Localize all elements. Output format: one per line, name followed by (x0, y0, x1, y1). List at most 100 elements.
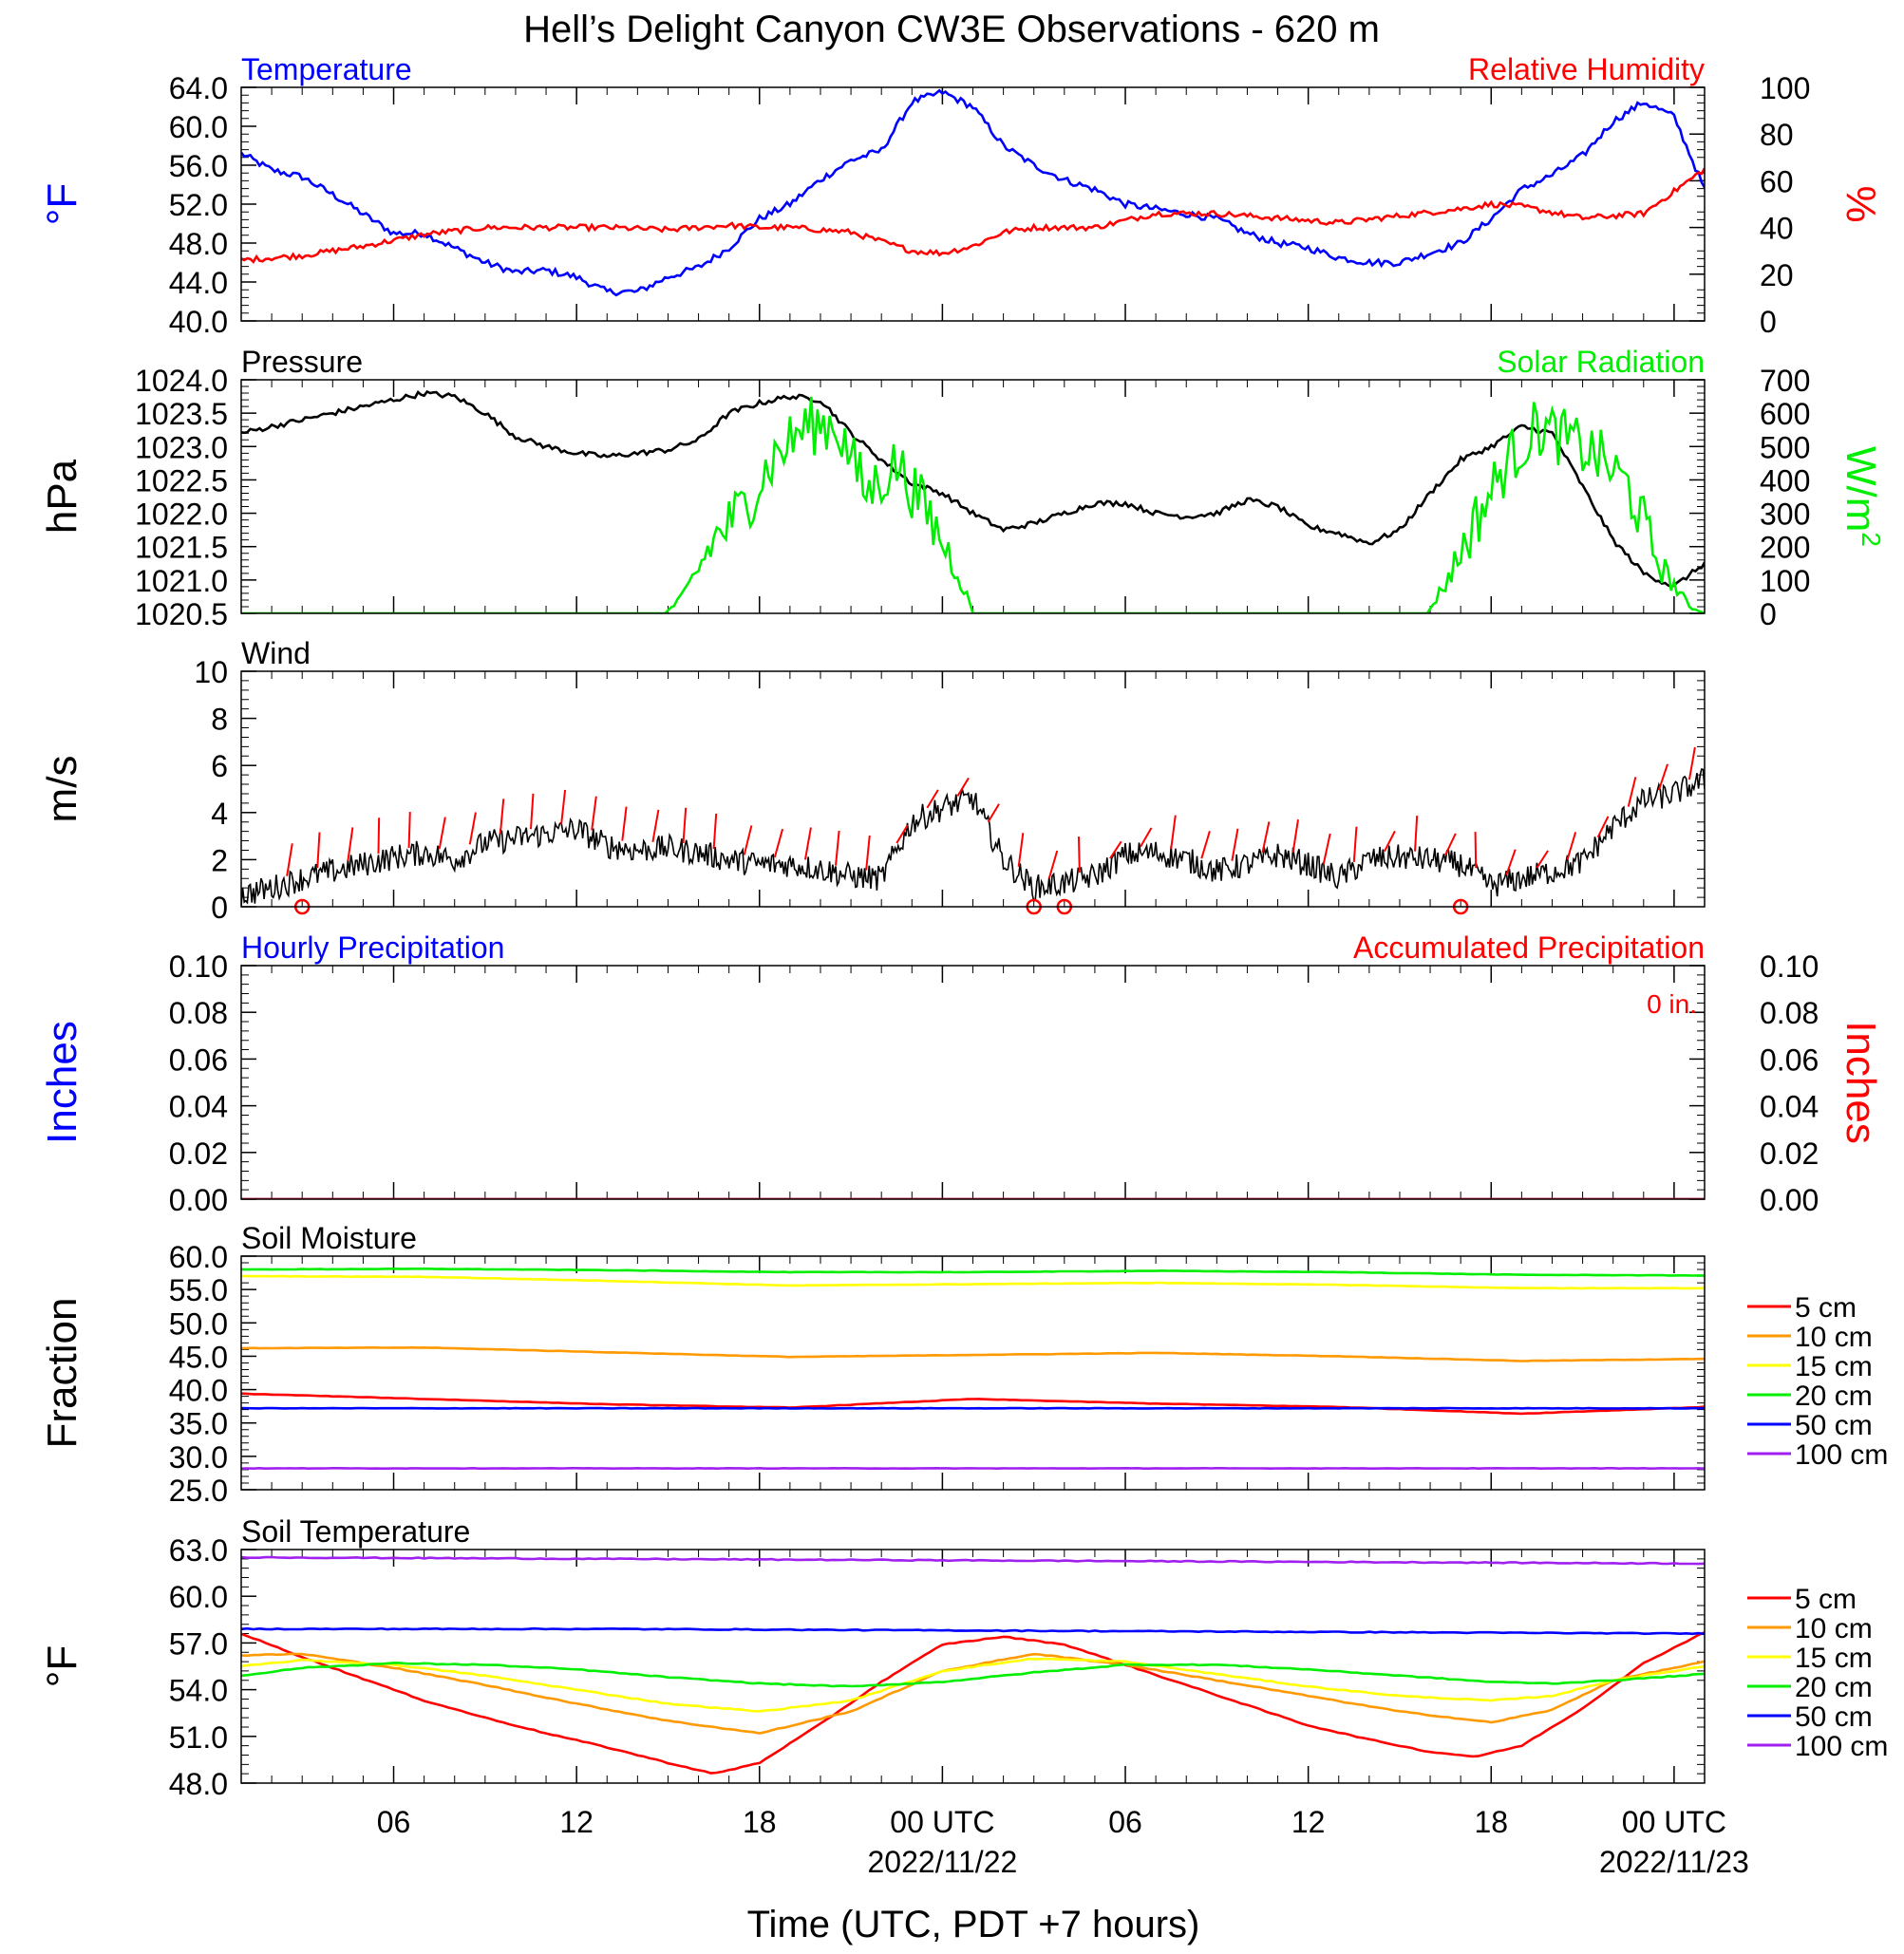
panel-title-left: Wind (241, 636, 311, 670)
y-tick-label-left: 60.0 (169, 1580, 228, 1614)
wind-direction-stick (1109, 840, 1122, 859)
wind-direction-stick (316, 832, 321, 869)
y-tick-label-right: 0 (1760, 305, 1777, 339)
wind-direction-stick (1536, 850, 1549, 869)
y-tick-label-left: 0.06 (169, 1043, 228, 1077)
y-tick-label-right: 60 (1760, 164, 1794, 198)
panel-title-left: Hourly Precipitation (241, 930, 504, 965)
y-tick-label-right: 500 (1760, 430, 1810, 464)
accumulation-annotation: 0 in. (1647, 989, 1697, 1019)
y-tick-label-left: 1021.5 (135, 531, 228, 565)
x-tick-date-label: 2022/11/23 (1599, 1845, 1749, 1879)
wind-direction-stick (1231, 828, 1239, 861)
series-line-50cm (241, 1626, 1705, 1636)
y-axis-label-right: W/m2 (1838, 446, 1886, 547)
x-axis-title: Time (UTC, PDT +7 hours) (747, 1904, 1200, 1945)
y-tick-label-left: 48.0 (169, 1767, 228, 1801)
wind-direction-stick (1505, 849, 1517, 875)
y-tick-label-right: 0.10 (1760, 949, 1819, 984)
wind-direction-stick (895, 824, 909, 844)
wind-direction-stick (1140, 827, 1153, 848)
wind-direction-stick (743, 825, 753, 855)
panel-frame (240, 86, 1706, 322)
y-tick-label-left: 0.08 (169, 996, 228, 1030)
series-group (241, 1267, 1705, 1471)
series-line-5cm (241, 1392, 1705, 1416)
y-tick-label-left: 50.0 (169, 1306, 228, 1341)
series-line-1 (241, 167, 1705, 264)
wind-direction-stick (712, 813, 718, 850)
y-tick-label-left: 0 (211, 891, 228, 925)
y-tick-label-left: 1021.0 (135, 564, 228, 598)
series-line-10cm (241, 1345, 1705, 1362)
y-tick-label-right: 200 (1760, 531, 1810, 565)
series-line-20cm (241, 1267, 1705, 1277)
y-tick-label-right: 400 (1760, 463, 1810, 498)
wind-direction-stick (773, 828, 784, 858)
minor-tick (240, 1256, 1706, 1490)
wind-direction-stick (987, 803, 1000, 823)
panel-title-left: Soil Moisture (241, 1221, 417, 1255)
series-line-0 (241, 88, 1705, 297)
y-tick-label-right: 40 (1760, 212, 1794, 246)
x-tick-label: 18 (743, 1805, 777, 1839)
series-line-10cm (241, 1652, 1705, 1735)
y-tick-label-left: 0.02 (169, 1137, 228, 1171)
y-tick-label-right: 0.04 (1760, 1090, 1819, 1124)
legend-label: 10 cm (1795, 1322, 1873, 1353)
y-tick-label-left: 52.0 (169, 188, 228, 222)
wind-direction-stick (1657, 763, 1668, 791)
series-line-15cm (241, 1274, 1705, 1290)
y-tick-label-left: 4 (211, 797, 228, 831)
x-tick-label: 18 (1474, 1805, 1508, 1839)
panel-pressure_solar: 1020.51021.01021.51022.01022.51023.01023… (39, 345, 1886, 631)
y-tick-label-right: 100 (1760, 564, 1810, 598)
wind-direction-stick (1291, 819, 1299, 854)
x-tick-label: 12 (1291, 1805, 1326, 1839)
panel-frame (240, 1549, 1706, 1784)
y-tick-label-left: 1023.5 (135, 397, 228, 431)
series-line-1 (241, 396, 1705, 613)
y-tick-label-left: 25.0 (169, 1474, 228, 1508)
y-tick-label-left: 56.0 (169, 149, 228, 183)
y-tick-label-right: 0.00 (1760, 1183, 1819, 1217)
wind-direction-stick (377, 817, 381, 855)
minor-tick (240, 380, 1706, 613)
panel-temperature_rh: 40.0 44.0 48.0 52.0 56.0 60.0 64.0 0 20 40 60 80 100… (39, 52, 1884, 339)
y-tick-label-right: 0.08 (1760, 996, 1819, 1030)
y-tick-label-left: 54.0 (169, 1674, 228, 1708)
wind-direction-stick (1444, 833, 1457, 855)
panels: 40.044.048.052.056.060.064.0020406080100… (39, 52, 1888, 1801)
wind-direction-stick (1384, 830, 1396, 853)
wind-direction-stick (956, 777, 970, 797)
y-tick-label-left: 1024.0 (135, 364, 228, 398)
panel-frame (240, 670, 1706, 908)
wind-direction-stick (1200, 830, 1211, 859)
minor-tick (240, 966, 1706, 1199)
y-axis-label-left: hPa (39, 459, 85, 534)
y-axis-label-left: m/s (39, 756, 85, 823)
y-tick-label-left: 10 (194, 655, 228, 689)
x-tick-label: 06 (377, 1805, 411, 1839)
wind-direction-stick (835, 830, 840, 866)
wind-direction-stick (560, 789, 567, 825)
panel-title-right: Solar Radiation (1497, 345, 1705, 379)
panel-title-right: Accumulated Precipitation (1353, 930, 1705, 965)
legend-label: 15 cm (1795, 1351, 1873, 1382)
y-axis-label-left: Inches (39, 1021, 85, 1144)
y-tick-label-right: 100 (1760, 71, 1810, 105)
wind-direction-stick (347, 827, 354, 861)
legend-label: 50 cm (1795, 1410, 1873, 1441)
x-tick-label: 00 UTC (1622, 1805, 1726, 1839)
y-tick-label-right: 20 (1760, 258, 1794, 292)
wind-direction-stick (1170, 815, 1177, 850)
y-axis-label-left: Fraction (39, 1298, 85, 1449)
y-tick-label-right: 0.02 (1760, 1137, 1819, 1171)
panel-title-right: Relative Humidity (1468, 52, 1705, 86)
wind-direction-stick (1474, 832, 1478, 869)
time-axis: 06 12 18 00 UTC 2022/11/22 06 12 18 00 UTC 2022/1… (377, 1805, 1749, 1879)
panel-frame (240, 1255, 1706, 1491)
series-line-0 (241, 768, 1705, 907)
y-axis-label-right: % (1838, 185, 1884, 222)
